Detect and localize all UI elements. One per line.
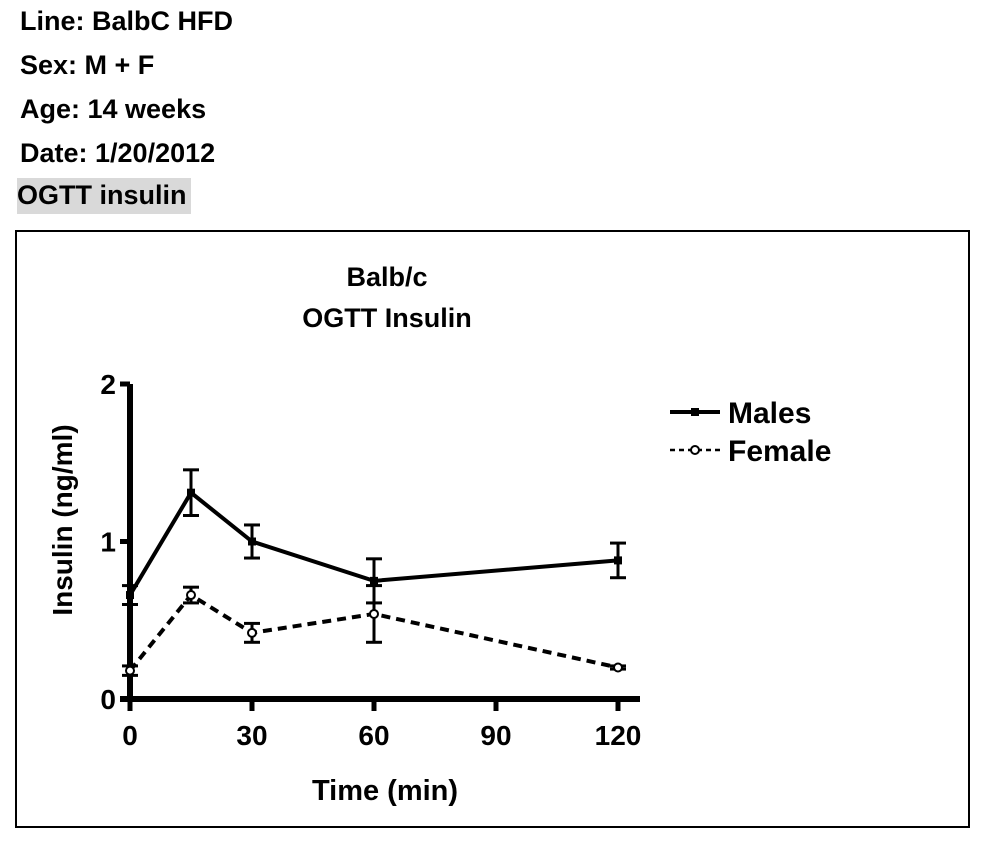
legend-marker-circle: [690, 445, 700, 455]
date-label: Date: 1/20/2012: [20, 138, 216, 168]
y-tick-label: 0: [100, 684, 116, 715]
x-tick-label: 30: [236, 720, 267, 751]
data-point-circle: [247, 627, 257, 638]
y-tick-label: 2: [100, 369, 116, 400]
x-axis-label: Time (min): [312, 775, 458, 807]
y-axis-label: Insulin (ng/ml): [47, 424, 78, 615]
line-label: Line: BalbC HFD: [20, 6, 233, 36]
data-point-square: [614, 556, 622, 565]
x-tick-label: 0: [122, 720, 138, 751]
y-tick-label: 1: [100, 527, 116, 558]
legend-label: Males: [728, 397, 811, 430]
data-point-square: [370, 576, 378, 585]
chart-title-line2: OGTT Insulin: [302, 303, 472, 333]
chart-title-line1: Balb/c: [346, 262, 427, 292]
legend-marker-square: [691, 408, 699, 416]
data-point-circle: [186, 590, 196, 601]
data-point-circle: [613, 662, 623, 673]
sex-label: Sex: M + F: [20, 50, 155, 80]
data-point-square: [126, 591, 134, 600]
data-point-circle: [125, 665, 135, 676]
x-tick-label: 120: [595, 720, 642, 751]
data-point-square: [248, 537, 256, 546]
data-point-circle: [369, 608, 379, 619]
x-tick-label: 60: [358, 720, 389, 751]
section-label: OGTT insulin: [17, 178, 191, 214]
x-tick-label: 90: [480, 720, 511, 751]
data-point-square: [187, 488, 195, 497]
chart-frame: [15, 230, 970, 828]
legend-label: Female: [728, 435, 831, 468]
age-label: Age: 14 weeks: [20, 94, 207, 124]
